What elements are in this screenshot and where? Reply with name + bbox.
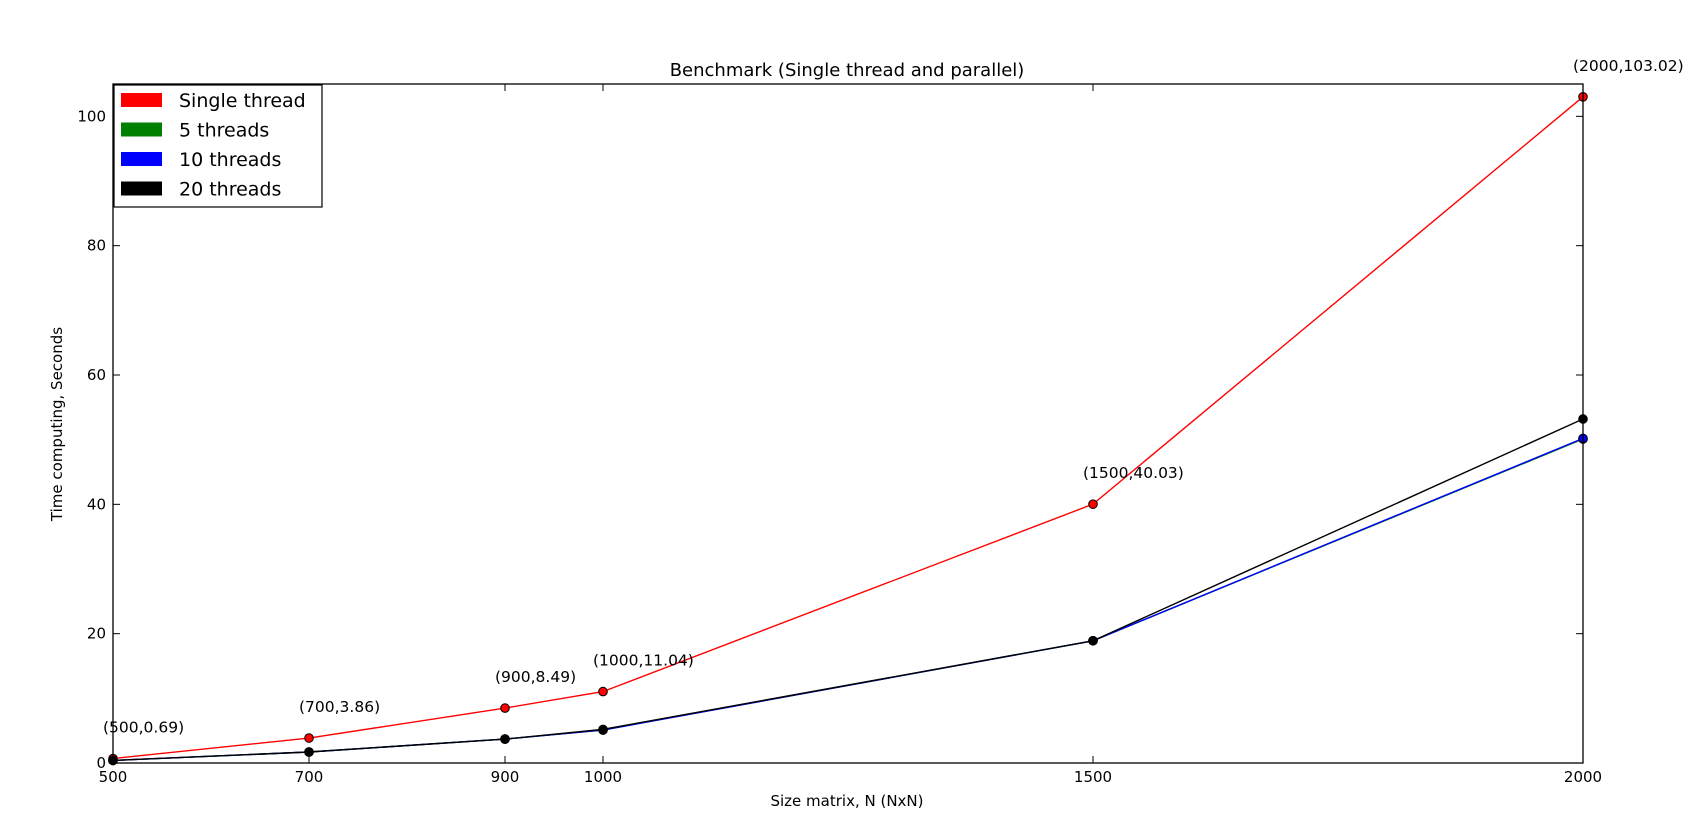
point-annotation: (2000,103.02): [1573, 57, 1684, 75]
plot-area-frame: [112, 83, 1584, 764]
x-tick-label: 1500: [1074, 768, 1112, 786]
point-annotation: (700,3.86): [299, 698, 380, 716]
x-tick-label: 500: [99, 768, 128, 786]
series-markers: [108, 92, 1588, 766]
legend-swatch: [121, 122, 162, 137]
point-annotation: (1500,40.03): [1083, 464, 1184, 482]
x-axis-label: Size matrix, N (NxN): [770, 792, 923, 810]
data-point-single-thread: [500, 703, 510, 713]
point-annotation: (900,8.49): [495, 668, 576, 686]
legend-label: 5 threads: [179, 120, 269, 142]
data-point-20-threads: [304, 747, 314, 757]
chart-title: Benchmark (Single thread and parallel): [670, 60, 1025, 81]
y-tick-label: 0: [96, 754, 106, 772]
data-point-single-thread: [304, 733, 314, 743]
legend-swatch: [121, 181, 162, 196]
y-tick-label: 40: [87, 495, 106, 513]
legend-label: 20 threads: [179, 179, 281, 201]
point-annotation: (1000,11.04): [593, 652, 694, 670]
x-tick-label: 1000: [584, 768, 622, 786]
series-lines: [112, 96, 1584, 762]
series-line-20-threads: [112, 418, 1584, 762]
legend-label: Single thread: [179, 90, 306, 112]
data-point-single-thread: [598, 686, 608, 697]
x-tick-label: 700: [295, 768, 324, 786]
y-tick-label: 60: [87, 366, 106, 384]
y-axis-label: Time computing, Seconds: [48, 327, 66, 522]
y-tick-label: 80: [87, 237, 106, 255]
y-tick-label: 20: [87, 625, 106, 643]
data-point-20-threads: [500, 734, 510, 744]
x-tick-label: 2000: [1564, 768, 1602, 786]
data-point-20-threads: [598, 724, 608, 735]
data-point-20-threads: [1088, 635, 1098, 646]
data-point-single-thread: [1088, 499, 1098, 509]
series-line-single-thread: [112, 96, 1584, 760]
y-tick-label: 100: [77, 107, 106, 125]
x-tick-label: 900: [491, 768, 520, 786]
legend-swatch: [121, 152, 162, 166]
legend-label: 10 threads: [179, 149, 281, 171]
point-annotations: (500,0.69) (700,3.86) (900,8.49) (1000,11.0…: [103, 57, 1684, 737]
legend: Single thread 5 threads 10 threads 20 threa…: [113, 84, 323, 208]
point-annotation: (500,0.69): [103, 719, 184, 737]
legend-swatch: [121, 93, 162, 107]
